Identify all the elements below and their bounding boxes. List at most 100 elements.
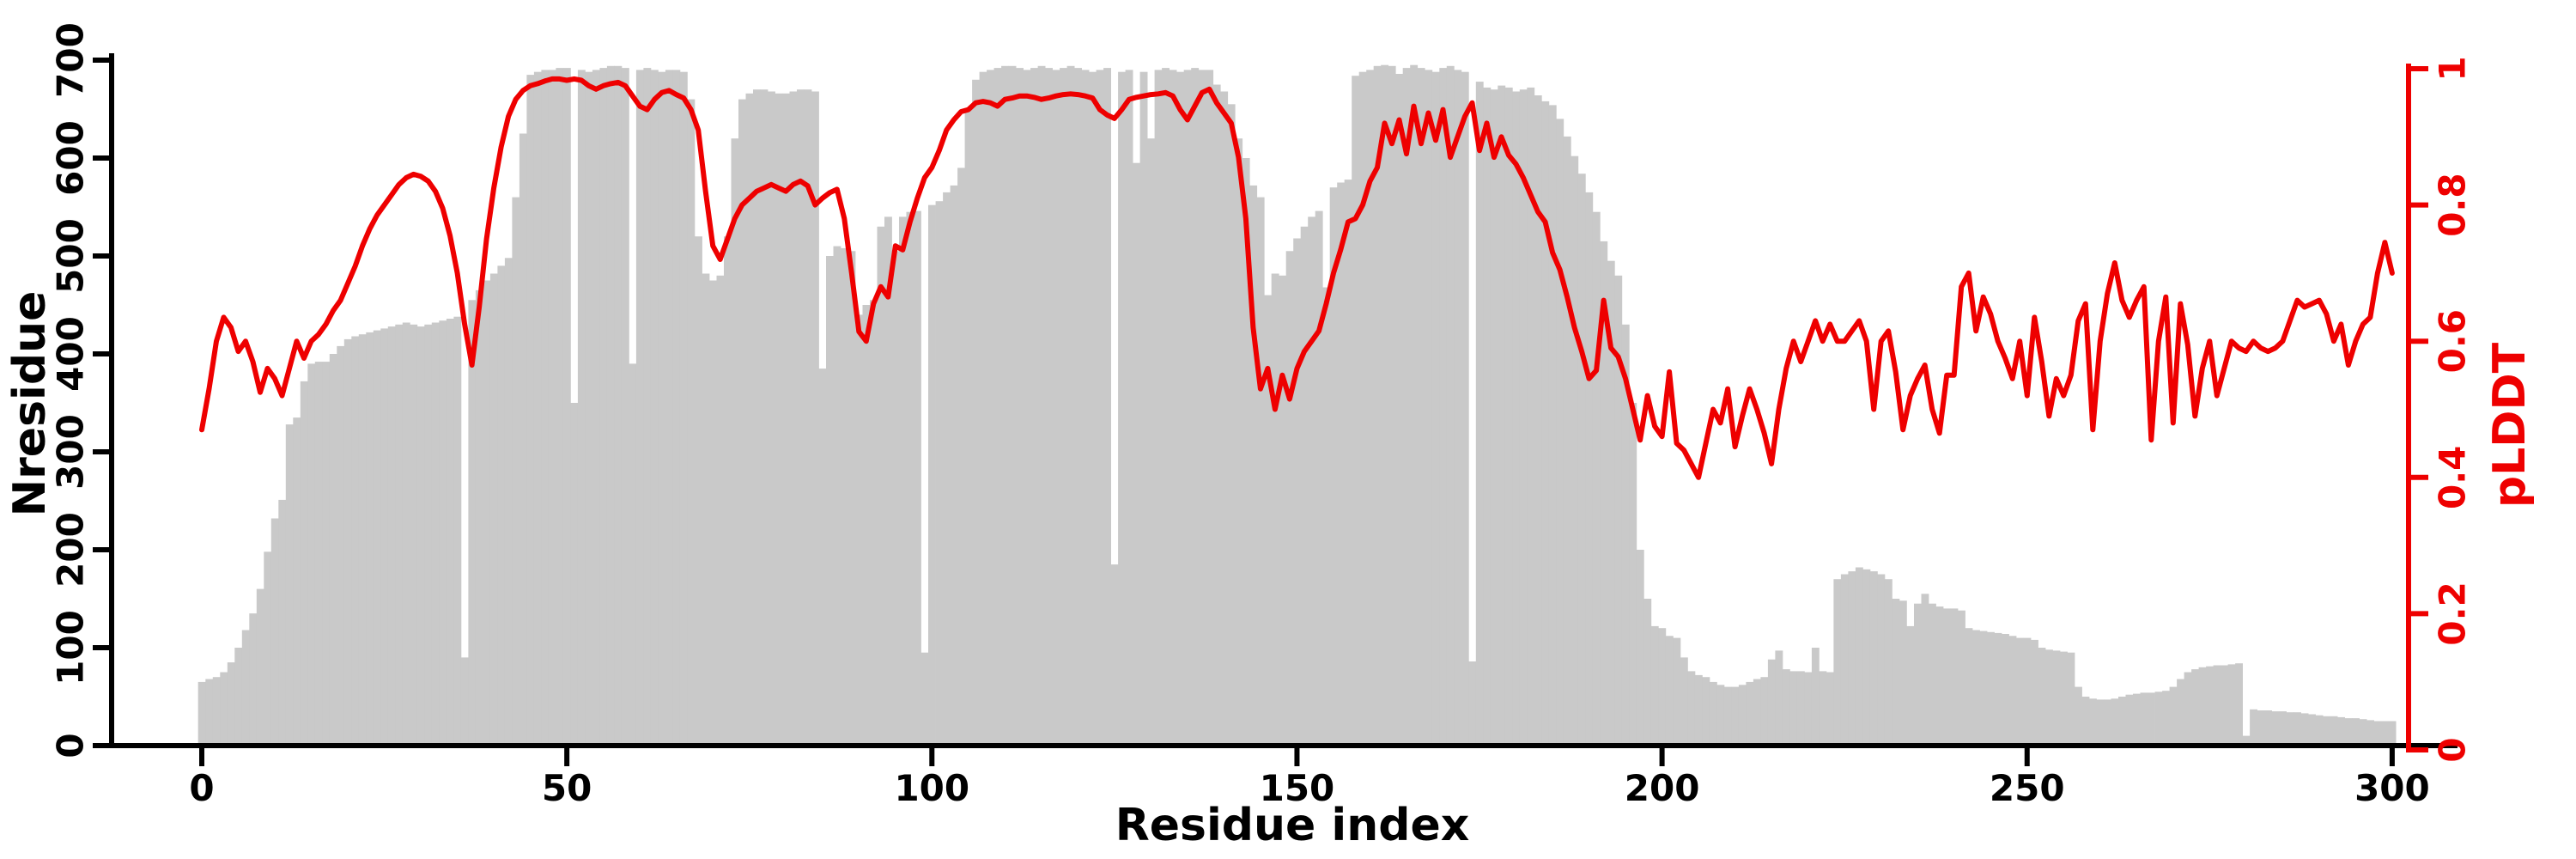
bar-residue-83 <box>804 89 812 746</box>
bar-residue-258 <box>2081 697 2090 746</box>
bar-residue-192 <box>1600 241 1608 746</box>
bar-residue-277 <box>2221 665 2228 746</box>
bar-residue-28 <box>402 322 410 746</box>
bar-residue-161 <box>1373 65 1382 746</box>
bar-residue-99 <box>920 652 929 746</box>
bar-residue-239 <box>1943 608 1951 746</box>
bar-residue-80 <box>782 93 790 746</box>
bar-residue-234 <box>1906 625 1915 746</box>
bar-residue-284 <box>2271 711 2280 746</box>
bar-residue-138 <box>1206 70 1214 746</box>
bar-residue-217 <box>1782 669 1790 746</box>
bar-residue-152 <box>1308 216 1316 746</box>
left-axis-title: Nresidue <box>4 291 56 517</box>
bar-residue-25 <box>380 328 389 746</box>
left-axis-ticks: 0 100 200 300 400 500 600 700 <box>50 22 112 758</box>
x-tick-label-150: 150 <box>1260 767 1335 809</box>
bar-residue-194 <box>1614 275 1623 746</box>
bar-residue-50 <box>562 68 571 746</box>
bar-residue-71 <box>716 275 725 746</box>
x-tick-label-250: 250 <box>1990 767 2065 809</box>
bar-residue-209 <box>1723 686 1732 746</box>
nresidue-bars-series <box>197 64 2397 746</box>
bar-residue-116 <box>1045 68 1053 746</box>
bar-residue-222 <box>1819 671 1827 746</box>
bar-residue-75 <box>745 93 754 746</box>
bar-residue-77 <box>760 89 769 746</box>
bar-residue-11 <box>278 499 287 746</box>
bar-residue-278 <box>2227 664 2236 746</box>
bar-residue-107 <box>979 71 987 746</box>
bar-residue-126 <box>1118 71 1126 746</box>
bar-residue-183 <box>1534 95 1542 746</box>
bar-residue-280 <box>2242 735 2251 746</box>
x-tick-label-200: 200 <box>1625 767 1700 809</box>
bar-residue-241 <box>1958 610 1965 746</box>
bar-residue-141 <box>1227 104 1236 746</box>
bar-residue-173 <box>1461 71 1469 746</box>
bar-residue-260 <box>2096 699 2105 746</box>
bar-residue-266 <box>2140 692 2148 746</box>
bar-residue-76 <box>753 89 761 746</box>
bar-residue-166 <box>1410 64 1419 746</box>
bar-residue-70 <box>709 280 717 746</box>
bar-residue-163 <box>1388 65 1396 746</box>
bar-residue-33 <box>439 320 447 746</box>
bar-residue-62 <box>650 70 659 746</box>
bar-residue-17 <box>322 362 331 746</box>
bar-residue-298 <box>2373 721 2382 746</box>
bar-residue-142 <box>1235 138 1243 746</box>
x-tick-label-100: 100 <box>894 767 969 809</box>
bar-residue-29 <box>410 324 418 746</box>
bar-residue-44 <box>519 133 527 746</box>
bar-residue-3 <box>220 672 228 746</box>
bar-residue-179 <box>1504 87 1513 746</box>
bar-residue-175 <box>1475 82 1484 746</box>
bar-residue-63 <box>658 71 666 746</box>
bar-residue-174 <box>1468 661 1477 746</box>
bar-residue-144 <box>1249 185 1258 746</box>
bar-residue-193 <box>1607 260 1615 746</box>
bar-residue-151 <box>1300 226 1309 746</box>
bar-residue-96 <box>899 216 907 746</box>
plddt-line <box>199 76 2395 480</box>
bar-residue-8 <box>256 588 264 746</box>
bar-residue-228 <box>1862 569 1871 746</box>
right-tick-label-0.2: 0.2 <box>2432 582 2474 645</box>
bar-residue-146 <box>1264 295 1273 746</box>
bar-residue-115 <box>1037 65 1046 746</box>
bar-residue-114 <box>1030 68 1038 746</box>
bar-residue-171 <box>1446 65 1455 746</box>
bar-residue-57 <box>614 65 623 746</box>
bar-residue-143 <box>1242 158 1250 746</box>
bar-residue-7 <box>249 613 258 746</box>
bar-residue-251 <box>2031 639 2038 746</box>
left-tick-label-400: 400 <box>50 316 92 392</box>
bar-residue-231 <box>1884 579 1893 746</box>
bar-residue-172 <box>1454 70 1462 746</box>
bar-residue-248 <box>2008 636 2017 746</box>
bar-residue-201 <box>1665 636 1674 746</box>
right-axis-ticks: 0 0.2 0.4 0.6 0.8 1 <box>2409 56 2474 763</box>
bar-residue-197 <box>1636 550 1644 746</box>
bar-residue-46 <box>533 71 542 746</box>
bar-residue-148 <box>1279 275 1287 746</box>
bar-residue-213 <box>1753 679 1761 746</box>
bar-residue-267 <box>2148 692 2155 746</box>
bar-residue-159 <box>1358 71 1367 746</box>
bar-residue-123 <box>1096 70 1104 746</box>
bar-residue-272 <box>2184 672 2192 746</box>
bar-residue-147 <box>1271 273 1279 746</box>
bar-residue-49 <box>556 68 564 746</box>
bar-residue-125 <box>1110 564 1119 746</box>
bar-residue-204 <box>1687 671 1696 746</box>
right-tick-label-0: 0 <box>2432 737 2474 762</box>
bar-residue-191 <box>1592 211 1601 746</box>
bar-residue-53 <box>585 71 593 746</box>
bar-residue-207 <box>1709 681 1717 746</box>
bar-residue-214 <box>1760 677 1769 746</box>
bar-residue-283 <box>2264 710 2272 746</box>
bar-residue-64 <box>665 70 673 746</box>
bar-residue-36 <box>460 657 469 746</box>
